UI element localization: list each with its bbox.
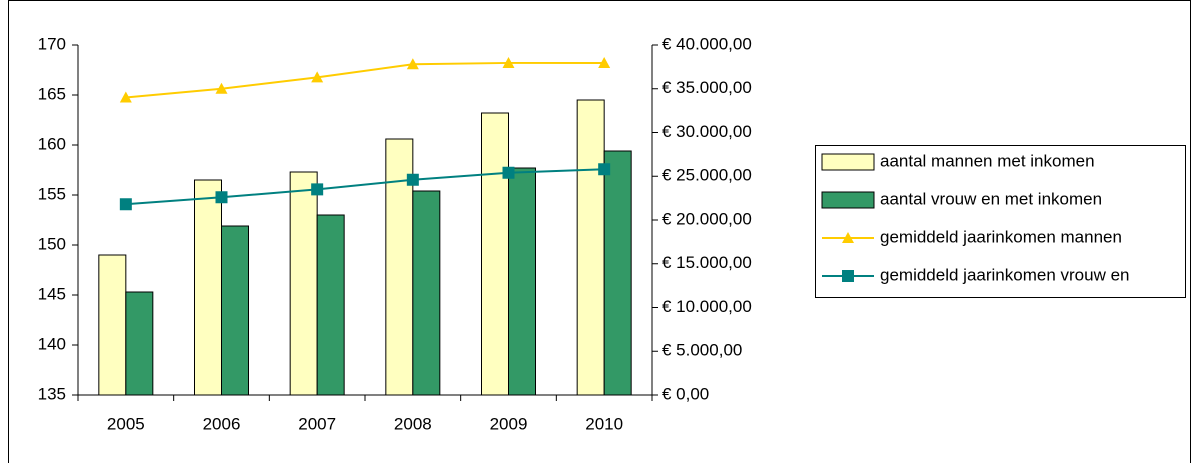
legend-swatch — [821, 191, 875, 209]
y-tick-label: 165 — [38, 84, 66, 103]
bar — [603, 150, 632, 396]
y-tick-label: 160 — [38, 134, 66, 153]
y2-tick-label: € 40.000,00 — [662, 34, 752, 53]
y2-tick-label: € 15.000,00 — [662, 253, 752, 272]
y2-tick-label: € 25.000,00 — [662, 166, 752, 185]
bar — [289, 171, 318, 396]
line-marker — [502, 56, 515, 68]
bar — [194, 179, 222, 396]
y-tick-label: 135 — [38, 384, 66, 403]
bar — [316, 214, 345, 396]
y-tick-label: 145 — [38, 284, 66, 303]
line-marker — [406, 58, 419, 70]
y2-tick-label: € 10.000,00 — [662, 297, 752, 316]
x-tick-label: 2010 — [585, 414, 623, 433]
series-line — [125, 61, 605, 99]
line-marker — [842, 270, 854, 282]
y2-tick-label: € 30.000,00 — [662, 122, 752, 141]
y-tick-label: 150 — [38, 234, 66, 253]
legend-label: aantal vrouw en met inkomen — [880, 189, 1102, 208]
line-marker — [842, 232, 854, 243]
y2-tick-label: € 35.000,00 — [662, 78, 752, 97]
legend-box — [815, 145, 1186, 298]
bar — [98, 254, 127, 396]
x-tick-label: 2007 — [298, 414, 336, 433]
x-tick-label: 2008 — [394, 414, 432, 433]
legend-label: gemiddeld jaarinkomen vrouw en — [880, 265, 1129, 284]
bar — [221, 225, 249, 396]
line-marker — [215, 191, 228, 204]
y-tick-label: 140 — [38, 334, 66, 353]
line-marker — [119, 198, 132, 211]
line-marker — [311, 183, 324, 196]
line-marker — [598, 56, 611, 68]
bar — [412, 190, 441, 396]
x-tick-label: 2009 — [490, 414, 528, 433]
bar — [481, 112, 509, 396]
bar — [576, 99, 605, 396]
y2-tick-label: € 20.000,00 — [662, 209, 752, 228]
x-tick-label: 2005 — [107, 414, 145, 433]
line-marker — [406, 173, 419, 186]
line-marker — [215, 82, 228, 94]
y2-tick-label: € 0,00 — [662, 384, 709, 403]
bar — [125, 291, 154, 396]
x-tick-label: 2006 — [203, 414, 241, 433]
y-tick-label: 155 — [38, 184, 66, 203]
line-marker — [502, 166, 515, 179]
legend-swatch — [821, 153, 875, 171]
line-marker — [119, 91, 132, 103]
line-marker — [598, 163, 611, 176]
series-line — [125, 168, 605, 206]
y-tick-label: 170 — [38, 34, 66, 53]
legend-label: aantal mannen met inkomen — [880, 151, 1095, 170]
bar — [508, 167, 536, 396]
line-marker — [311, 71, 324, 83]
y2-tick-label: € 5.000,00 — [662, 341, 742, 360]
legend-label: gemiddeld jaarinkomen mannen — [880, 227, 1122, 246]
